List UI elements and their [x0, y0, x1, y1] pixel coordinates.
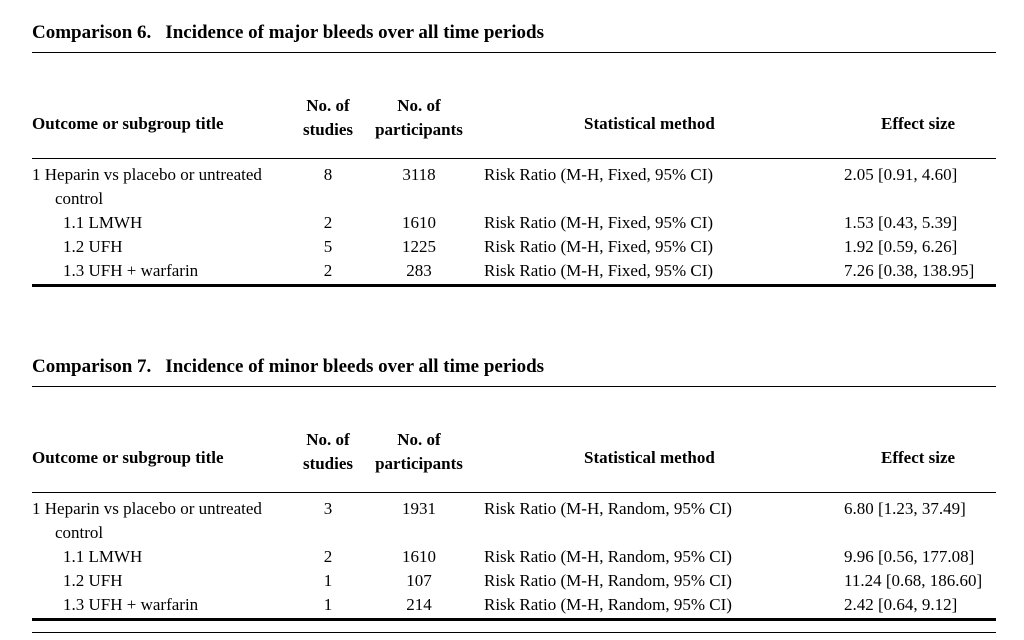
header-studies: No. of studies — [298, 94, 358, 142]
comparison-label: Comparison 6. — [32, 22, 152, 43]
title-rule — [32, 386, 996, 387]
table-row: 1.3 UFH + warfarin 1 214 Risk Ratio (M-H… — [0, 593, 1024, 617]
row-title-continuation: control — [55, 523, 104, 542]
row-participants: 214 — [406, 595, 432, 614]
header-rule — [32, 158, 996, 159]
row-method: Risk Ratio (M-H, Random, 95% CI) — [484, 499, 732, 518]
row-method: Risk Ratio (M-H, Random, 95% CI) — [484, 571, 732, 590]
row-participants: 1610 — [402, 547, 436, 566]
table-row: 1.1 LMWH 2 1610 Risk Ratio (M-H, Fixed, … — [0, 211, 1024, 235]
row-title: 1.3 UFH + warfarin — [63, 261, 199, 280]
header-participants: No. of participants — [372, 428, 466, 476]
row-title: 1.2 UFH — [63, 237, 123, 256]
row-title: 1.2 UFH — [63, 571, 123, 590]
table-bottom-rule — [32, 618, 996, 621]
table-bottom-rule — [32, 284, 996, 287]
row-studies: 2 — [323, 213, 333, 232]
title-rule — [32, 52, 996, 53]
row-effect: 6.80 [1.23, 37.49] — [844, 499, 966, 518]
row-title: 1 Heparin vs placebo or untreated — [32, 165, 262, 184]
row-effect: 11.24 [0.68, 186.60] — [844, 571, 983, 590]
row-method: Risk Ratio (M-H, Fixed, 95% CI) — [484, 213, 714, 232]
row-effect: 1.92 [0.59, 6.26] — [844, 237, 958, 256]
comparison-heading: Incidence of minor bleeds over all time … — [165, 356, 545, 377]
row-title-continuation: control — [55, 189, 104, 208]
table-row: 1.3 UFH + warfarin 2 283 Risk Ratio (M-H… — [0, 259, 1024, 283]
row-studies: 8 — [323, 165, 333, 184]
header-studies-line2: studies — [302, 120, 354, 139]
header-participants-line1: No. of — [397, 430, 441, 449]
comparison-title: Comparison 6. Incidence of major bleeds o… — [32, 22, 544, 44]
table-row-continuation: control — [0, 521, 1024, 545]
header-participants-line2: participants — [375, 454, 463, 473]
row-participants: 283 — [406, 261, 432, 280]
header-participants: No. of participants — [372, 94, 466, 142]
row-title: 1.1 LMWH — [63, 213, 143, 232]
header-outcome: Outcome or subgroup title — [32, 114, 224, 133]
row-effect: 1.53 [0.43, 5.39] — [844, 213, 958, 232]
table-row-continuation: control — [0, 187, 1024, 211]
row-method: Risk Ratio (M-H, Fixed, 95% CI) — [484, 165, 714, 184]
row-title: 1.3 UFH + warfarin — [63, 595, 199, 614]
header-rule — [32, 492, 996, 493]
row-studies: 2 — [323, 261, 333, 280]
row-effect: 9.96 [0.56, 177.08] — [844, 547, 975, 566]
row-studies: 5 — [323, 237, 333, 256]
row-method: Risk Ratio (M-H, Random, 95% CI) — [484, 595, 732, 614]
header-studies-line1: No. of — [306, 430, 350, 449]
table-row: 1 Heparin vs placebo or untreated 8 3118… — [0, 163, 1024, 187]
row-studies: 1 — [323, 571, 333, 590]
header-method: Statistical method — [584, 448, 715, 467]
header-studies: No. of studies — [298, 428, 358, 476]
header-studies-line1: No. of — [306, 96, 350, 115]
header-studies-line2: studies — [302, 454, 354, 473]
row-participants: 1931 — [402, 499, 436, 518]
row-studies: 1 — [323, 595, 333, 614]
row-method: Risk Ratio (M-H, Random, 95% CI) — [484, 547, 732, 566]
page-bottom-rule — [32, 632, 996, 633]
row-method: Risk Ratio (M-H, Fixed, 95% CI) — [484, 261, 714, 280]
row-participants: 1225 — [402, 237, 436, 256]
row-studies: 3 — [323, 499, 333, 518]
row-participants: 1610 — [402, 213, 436, 232]
header-outcome: Outcome or subgroup title — [32, 448, 224, 467]
comparison-heading: Incidence of major bleeds over all time … — [165, 22, 545, 43]
table-row: 1.2 UFH 1 107 Risk Ratio (M-H, Random, 9… — [0, 569, 1024, 593]
header-effect: Effect size — [881, 114, 956, 133]
comparison-label: Comparison 7. — [32, 356, 152, 377]
header-participants-line2: participants — [375, 120, 463, 139]
row-title: 1 Heparin vs placebo or untreated — [32, 499, 262, 518]
comparison-title: Comparison 7. Incidence of minor bleeds o… — [32, 356, 544, 378]
row-studies: 2 — [323, 547, 333, 566]
header-effect: Effect size — [881, 448, 956, 467]
table-row: 1.1 LMWH 2 1610 Risk Ratio (M-H, Random,… — [0, 545, 1024, 569]
row-method: Risk Ratio (M-H, Fixed, 95% CI) — [484, 237, 714, 256]
row-participants: 107 — [406, 571, 432, 590]
row-participants: 3118 — [402, 165, 436, 184]
table-row: 1.2 UFH 5 1225 Risk Ratio (M-H, Fixed, 9… — [0, 235, 1024, 259]
header-method: Statistical method — [584, 114, 715, 133]
table-row: 1 Heparin vs placebo or untreated 3 1931… — [0, 497, 1024, 521]
row-title: 1.1 LMWH — [63, 547, 143, 566]
row-effect: 2.42 [0.64, 9.12] — [844, 595, 958, 614]
header-participants-line1: No. of — [397, 96, 441, 115]
row-effect: 2.05 [0.91, 4.60] — [844, 165, 958, 184]
row-effect: 7.26 [0.38, 138.95] — [844, 261, 975, 280]
